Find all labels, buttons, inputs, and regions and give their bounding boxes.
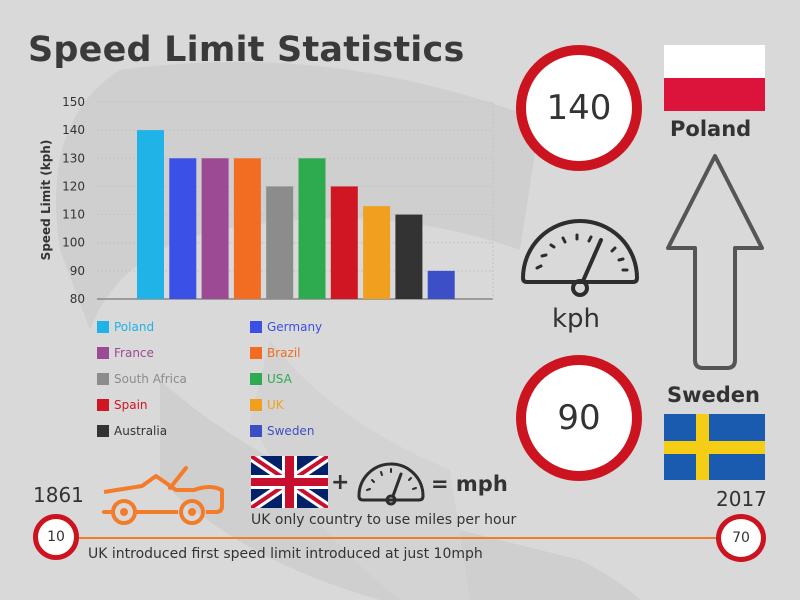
uk-mph-caption: UK only country to use miles per hour	[251, 512, 517, 528]
legend-item: South Africa	[97, 372, 187, 386]
legend-label: Sweden	[267, 424, 315, 438]
speedometer-icon	[520, 219, 640, 297]
legend-item: Poland	[97, 320, 154, 334]
legend-label: South Africa	[114, 372, 187, 386]
legend-swatch	[250, 347, 262, 359]
y-tick-label: 80	[70, 292, 85, 306]
end-speed-value: 70	[732, 530, 750, 546]
bar-france	[201, 158, 229, 299]
legend-label: Germany	[267, 320, 323, 334]
legend-swatch	[250, 321, 262, 333]
uk-flag-icon	[251, 456, 328, 508]
legend-swatch	[250, 425, 262, 437]
bar-south-africa	[266, 186, 294, 299]
legend-swatch	[250, 373, 262, 385]
legend-swatch	[97, 321, 109, 333]
start-year: 1861	[33, 483, 84, 507]
legend-item: Brazil	[250, 346, 301, 360]
legend-item: France	[97, 346, 154, 360]
timeline-caption: UK introduced first speed limit introduc…	[88, 546, 483, 562]
bar-poland	[137, 130, 164, 299]
bar-uk	[363, 206, 391, 299]
legend-label: Spain	[114, 398, 148, 412]
bar-usa	[298, 158, 326, 299]
legend-swatch	[97, 347, 109, 359]
start-speed-sign: 10	[33, 514, 79, 560]
y-tick-label: 120	[62, 179, 85, 193]
bar-sweden	[427, 270, 455, 299]
y-axis-label: Speed Limit (kph)	[39, 140, 53, 261]
y-tick-label: 100	[62, 236, 85, 250]
bottom-country-label: Sweden	[667, 383, 760, 407]
y-tick-label: 140	[62, 123, 85, 137]
legend-label: Poland	[114, 320, 155, 334]
small-speedometer-icon	[357, 462, 425, 506]
poland-flag-icon	[664, 45, 765, 111]
timeline-line	[60, 537, 760, 539]
car-icon	[102, 466, 224, 525]
legend-label: USA	[267, 372, 292, 386]
legend-label: France	[114, 346, 154, 360]
up-arrow-icon	[666, 154, 764, 370]
sweden-flag-icon	[664, 414, 765, 480]
speed-sign-bottom-value: 90	[557, 398, 601, 438]
legend-item: Australia	[97, 424, 167, 438]
legend-label: Australia	[114, 424, 168, 438]
legend-swatch	[250, 399, 262, 411]
bar-germany	[169, 158, 197, 299]
end-year: 2017	[716, 487, 767, 511]
speed-sign-top: 140	[516, 45, 642, 171]
top-country-label: Poland	[670, 117, 752, 141]
speed-sign-top-value: 140	[546, 88, 612, 128]
y-tick-label: 110	[62, 208, 85, 222]
y-tick-label: 130	[62, 151, 85, 165]
legend-swatch	[97, 373, 109, 385]
legend-label: Brazil	[267, 346, 301, 360]
legend-item: Germany	[250, 320, 322, 334]
mph-equation: = mph	[431, 472, 508, 496]
speed-sign-bottom: 90	[516, 355, 642, 481]
legend-item: USA	[250, 372, 292, 386]
y-tick-label: 90	[70, 264, 85, 278]
y-tick-label: 150	[62, 95, 85, 109]
end-speed-sign: 70	[716, 514, 766, 562]
legend-label: UK	[267, 398, 284, 412]
legend-swatch	[97, 399, 109, 411]
plus-sign: +	[331, 470, 350, 495]
bar-australia	[395, 214, 423, 299]
legend-item: Spain	[97, 398, 148, 412]
legend-swatch	[97, 425, 109, 437]
bar-brazil	[233, 158, 261, 299]
unit-label: kph	[552, 304, 601, 334]
legend-item: Sweden	[250, 424, 314, 438]
legend-item: UK	[250, 398, 284, 412]
start-speed-value: 10	[47, 529, 65, 545]
bar-spain	[330, 186, 358, 299]
page-title: Speed Limit Statistics	[28, 30, 465, 70]
